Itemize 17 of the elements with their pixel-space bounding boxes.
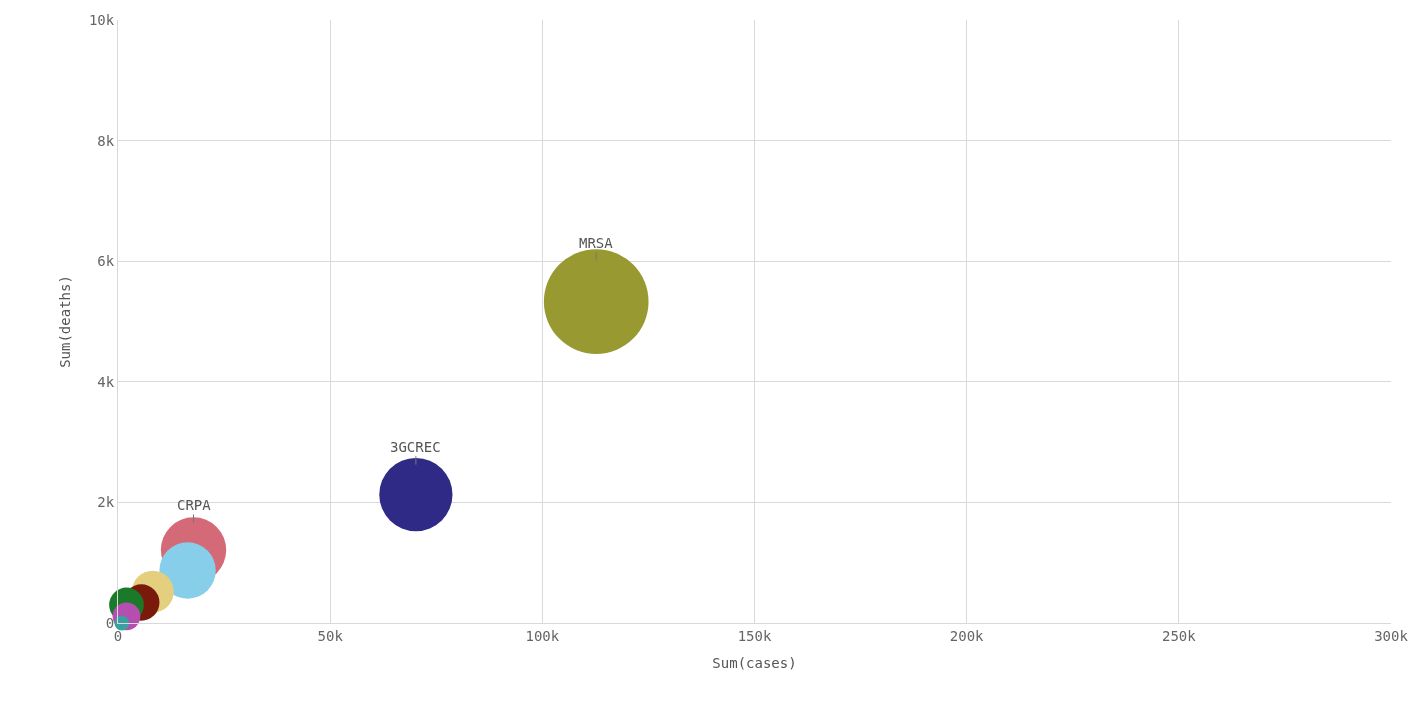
y-tick-label: 0 — [105, 614, 115, 631]
x-tick-label: 50k — [317, 627, 344, 644]
x-tick-label: 100k — [525, 627, 560, 644]
x-tick-label: 250k — [1161, 627, 1197, 644]
x-tick-label: 300k — [1374, 627, 1409, 644]
y-tick-label: 8k — [97, 132, 115, 149]
annotation: MRSA — [579, 235, 614, 251]
y-tick-label: 4k — [97, 373, 115, 390]
y-tick-label: 2k — [97, 494, 115, 511]
y-tick-label: 6k — [97, 253, 115, 270]
y-axis-title: Sum(deaths) — [56, 275, 73, 368]
annotation: CRPA — [177, 497, 212, 513]
x-tick-label: 200k — [949, 627, 985, 644]
x-tick-label: 150k — [737, 627, 772, 644]
y-tick-label: 10k — [88, 11, 115, 28]
annotation: 3GCREC — [390, 439, 441, 455]
x-axis-title: Sum(cases) — [712, 655, 797, 672]
